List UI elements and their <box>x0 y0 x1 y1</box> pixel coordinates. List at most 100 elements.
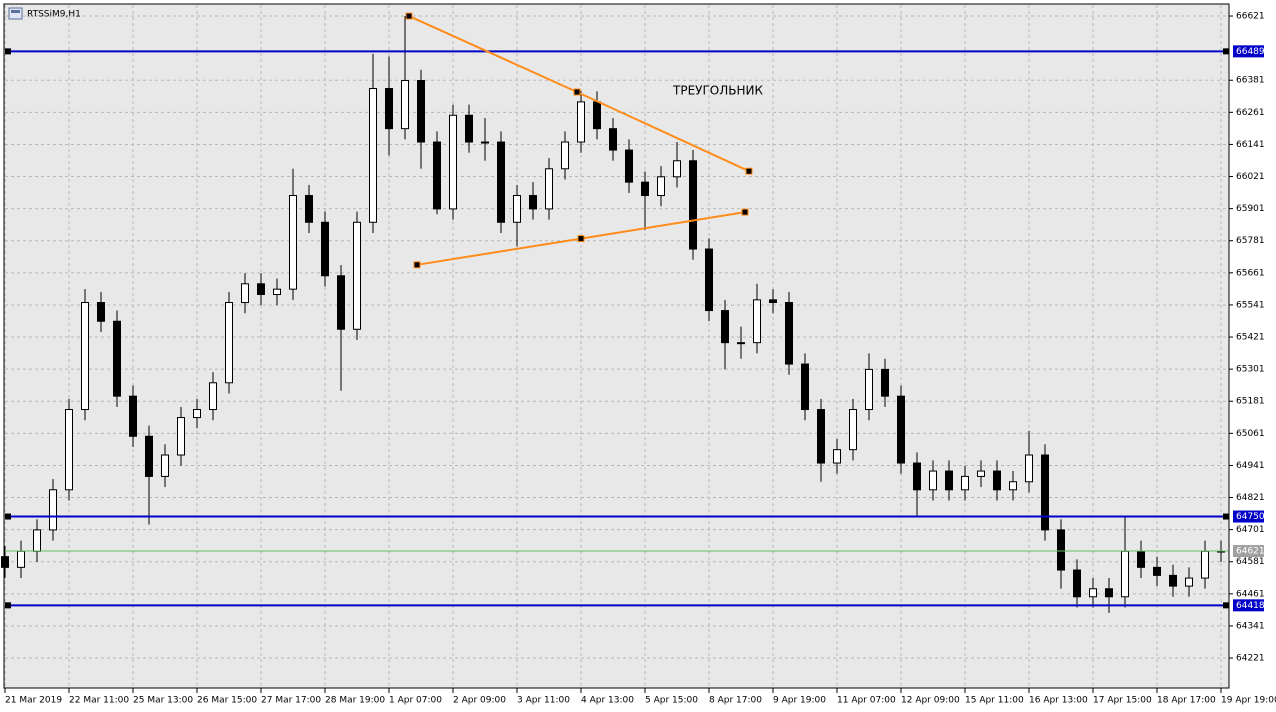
candle-body <box>865 368 873 411</box>
y-tick-label: 66621 <box>1236 12 1265 22</box>
price-label-box <box>1233 545 1264 558</box>
candle-body <box>33 529 41 552</box>
candle-body <box>209 382 217 411</box>
candle-body <box>113 320 121 397</box>
x-tick-label: 22 Mar 11:00 <box>69 696 129 706</box>
candle-body <box>929 470 937 491</box>
candle-body <box>1105 588 1113 598</box>
annotation: ТРЕУГОЛЬНИК <box>672 84 763 98</box>
x-tick-label: 15 Apr 11:00 <box>965 696 1024 706</box>
price-label-box <box>1233 510 1264 523</box>
candle-body <box>561 141 569 170</box>
candle-body <box>65 409 73 491</box>
x-tick-label: 17 Apr 15:00 <box>1093 696 1152 706</box>
candle-body <box>321 221 329 277</box>
candle-body <box>721 310 729 344</box>
candle-body <box>977 470 985 477</box>
chart-icon-bar <box>11 10 20 13</box>
candle-body <box>625 149 633 183</box>
candle-body <box>689 160 697 250</box>
trendline-point <box>413 261 421 269</box>
x-tick-label: 19 Apr 19:00 <box>1221 696 1276 706</box>
y-tick-label: 65421 <box>1236 333 1265 343</box>
candle-body <box>673 160 681 178</box>
candle-body <box>449 114 457 210</box>
candle-body <box>545 168 553 210</box>
trendline-point <box>405 12 413 20</box>
x-tick-label: 11 Apr 07:00 <box>837 696 896 706</box>
candle-body <box>817 409 825 464</box>
candle-body <box>737 342 745 345</box>
candle-body <box>945 470 953 491</box>
candle-body <box>593 101 601 130</box>
y-tick-label: 65901 <box>1236 204 1265 214</box>
candle-body <box>1121 550 1129 598</box>
candle-body <box>241 283 249 304</box>
candle-body <box>849 409 857 451</box>
candle-body <box>833 449 841 464</box>
candle-body <box>369 88 377 223</box>
y-tick-label: 66381 <box>1236 76 1265 86</box>
candle-body <box>577 101 585 143</box>
candle-body <box>1041 454 1049 531</box>
y-tick-label: 66141 <box>1236 140 1265 150</box>
x-tick-label: 16 Apr 13:00 <box>1029 696 1088 706</box>
x-tick-label: 18 Apr 17:00 <box>1157 696 1216 706</box>
candle-body <box>513 195 521 223</box>
price-label: 64621 <box>1236 547 1265 557</box>
candle-body <box>705 248 713 312</box>
y-tick-label: 65301 <box>1236 365 1265 375</box>
line-handle <box>5 602 11 609</box>
candle-body <box>897 395 905 464</box>
y-tick-label: 65781 <box>1236 236 1265 246</box>
candle-body <box>529 195 537 210</box>
candle-body <box>305 195 313 223</box>
candle-body <box>609 128 617 151</box>
y-tick-label: 64581 <box>1236 557 1265 567</box>
candle-body <box>465 114 473 143</box>
candle-body <box>753 299 761 344</box>
candle-body <box>961 475 969 491</box>
candle-body <box>81 302 89 411</box>
line-handle <box>1223 602 1229 609</box>
candle-body <box>337 275 345 330</box>
candle-body <box>913 462 921 491</box>
candle-body <box>1137 550 1145 568</box>
candle-body <box>401 80 409 130</box>
price-label-box <box>1233 599 1264 612</box>
candle-body <box>1169 574 1177 587</box>
x-tick-label: 5 Apr 15:00 <box>645 696 698 706</box>
chart-header: RTSSiM9,H1 <box>8 7 81 20</box>
y-tick-label: 65541 <box>1236 300 1265 310</box>
candle-body <box>353 221 361 330</box>
candle-body <box>177 417 185 456</box>
y-tick-label: 65181 <box>1236 397 1265 407</box>
candle-body <box>97 302 105 322</box>
candle-body <box>641 181 649 197</box>
y-tick-label: 64821 <box>1236 493 1265 503</box>
x-tick-label: 8 Apr 17:00 <box>709 696 762 706</box>
x-tick-label: 4 Apr 13:00 <box>581 696 634 706</box>
candle-body <box>1201 550 1209 579</box>
candle-body <box>129 395 137 437</box>
x-tick-label: 21 Mar 2019 <box>5 696 62 706</box>
x-tick-label: 2 Apr 09:00 <box>453 696 506 706</box>
candle-body <box>1057 529 1065 571</box>
y-tick-label: 65061 <box>1236 429 1265 439</box>
candle-body <box>1185 577 1193 587</box>
candle-body <box>881 368 889 397</box>
y-tick-label: 66261 <box>1236 108 1265 118</box>
chart-icon <box>8 7 23 20</box>
candle-body <box>1153 566 1161 576</box>
price-label-box <box>1233 45 1264 58</box>
y-tick-label: 64461 <box>1236 589 1265 599</box>
x-tick-label: 28 Mar 19:00 <box>325 696 385 706</box>
candle-body <box>1 556 9 568</box>
x-tick-label: 26 Mar 15:00 <box>197 696 257 706</box>
candle-body <box>497 141 505 223</box>
candle-body <box>385 88 393 130</box>
candle-body <box>193 409 201 419</box>
y-tick-label: 64941 <box>1236 461 1265 471</box>
x-tick-label: 25 Mar 13:00 <box>133 696 193 706</box>
